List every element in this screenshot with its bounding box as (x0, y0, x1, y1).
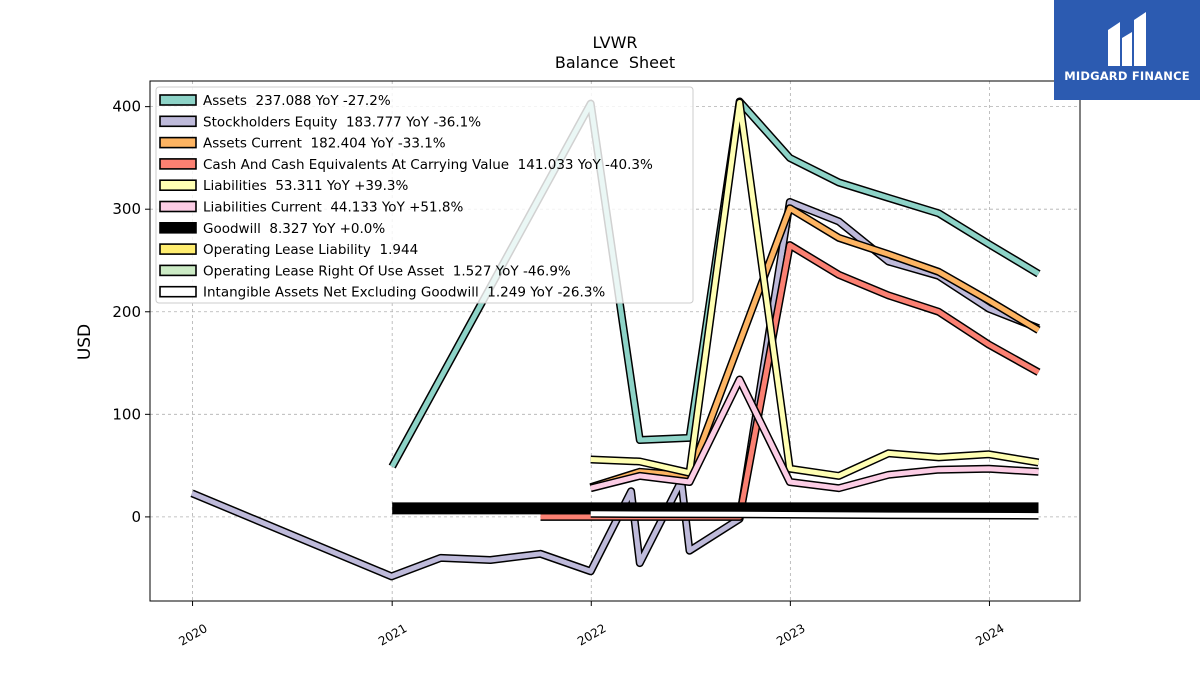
x-tick-label: 2024 (973, 621, 1006, 648)
legend-swatch (159, 243, 197, 255)
legend-label: Liabilities 53.311 YoY +39.3% (203, 178, 408, 194)
legend-label: Goodwill 8.327 YoY +0.0% (203, 221, 385, 237)
brand-logo: MIDGARD FINANCE (1054, 0, 1200, 100)
y-axis-label: USD (75, 324, 95, 360)
series-line (590, 100, 1039, 479)
series-2 (589, 204, 1041, 492)
y-tick-label: 0 (131, 508, 141, 526)
series-line (390, 99, 1040, 468)
series-line (589, 205, 1040, 490)
axes: 0 100 200 300 400 2020 2021 2022 2023 2024 (112, 80, 1081, 649)
chart-subtitle: Balance Sheet (555, 53, 675, 72)
series-3 (540, 241, 1041, 521)
x-tick-label: 2023 (774, 621, 807, 648)
series-line (590, 511, 1039, 519)
y-tick-label: 200 (112, 303, 141, 321)
legend-label: Operating Lease Liability 1.944 (203, 242, 418, 258)
legend-swatch (159, 94, 197, 106)
legend-swatch (159, 264, 197, 277)
legend-swatch (159, 136, 197, 149)
legend-swatch (159, 115, 197, 128)
y-tick-label: 100 (112, 405, 141, 423)
series-5 (589, 375, 1039, 493)
series-layer (190, 97, 1041, 581)
x-tick-label: 2020 (176, 621, 209, 648)
brand-mark-icon (1108, 12, 1146, 66)
x-tick-label: 2021 (376, 621, 409, 648)
legend-label: Stockholders Equity 183.777 YoY -36.1% (203, 114, 481, 130)
brand-name: MIDGARD FINANCE (1064, 69, 1190, 83)
legend-swatch (159, 158, 197, 170)
series-0 (388, 97, 1041, 469)
legend-swatch (159, 222, 197, 234)
series-4 (590, 98, 1040, 480)
legend-swatch (159, 200, 197, 213)
legend-label: Intangible Assets Net Excluding Goodwill… (203, 285, 605, 301)
x-tick-label: 2022 (575, 621, 608, 648)
legend-label: Liabilities Current 44.133 YoY +51.8% (203, 200, 463, 216)
series-9 (590, 509, 1039, 520)
chart-title: LVWR (592, 33, 637, 52)
legend-box (155, 86, 694, 304)
legend-label: Assets 237.088 YoY -27.2% (203, 93, 391, 109)
legend-label: Cash And Cash Equivalents At Carrying Va… (203, 157, 653, 173)
plot-frame (149, 80, 1081, 602)
legend-swatch (159, 285, 197, 298)
legend-label: Operating Lease Right Of Use Asset 1.527… (203, 263, 571, 279)
legend-label: Assets Current 182.404 YoY -33.1% (203, 136, 446, 152)
legend: Assets 237.088 YoY -27.2% Stockholders Eq… (155, 86, 694, 304)
legend-swatch (159, 179, 197, 191)
series-line (540, 242, 1040, 520)
y-tick-label: 300 (112, 200, 141, 218)
series-line (590, 377, 1039, 491)
y-tick-label: 400 (112, 98, 141, 116)
